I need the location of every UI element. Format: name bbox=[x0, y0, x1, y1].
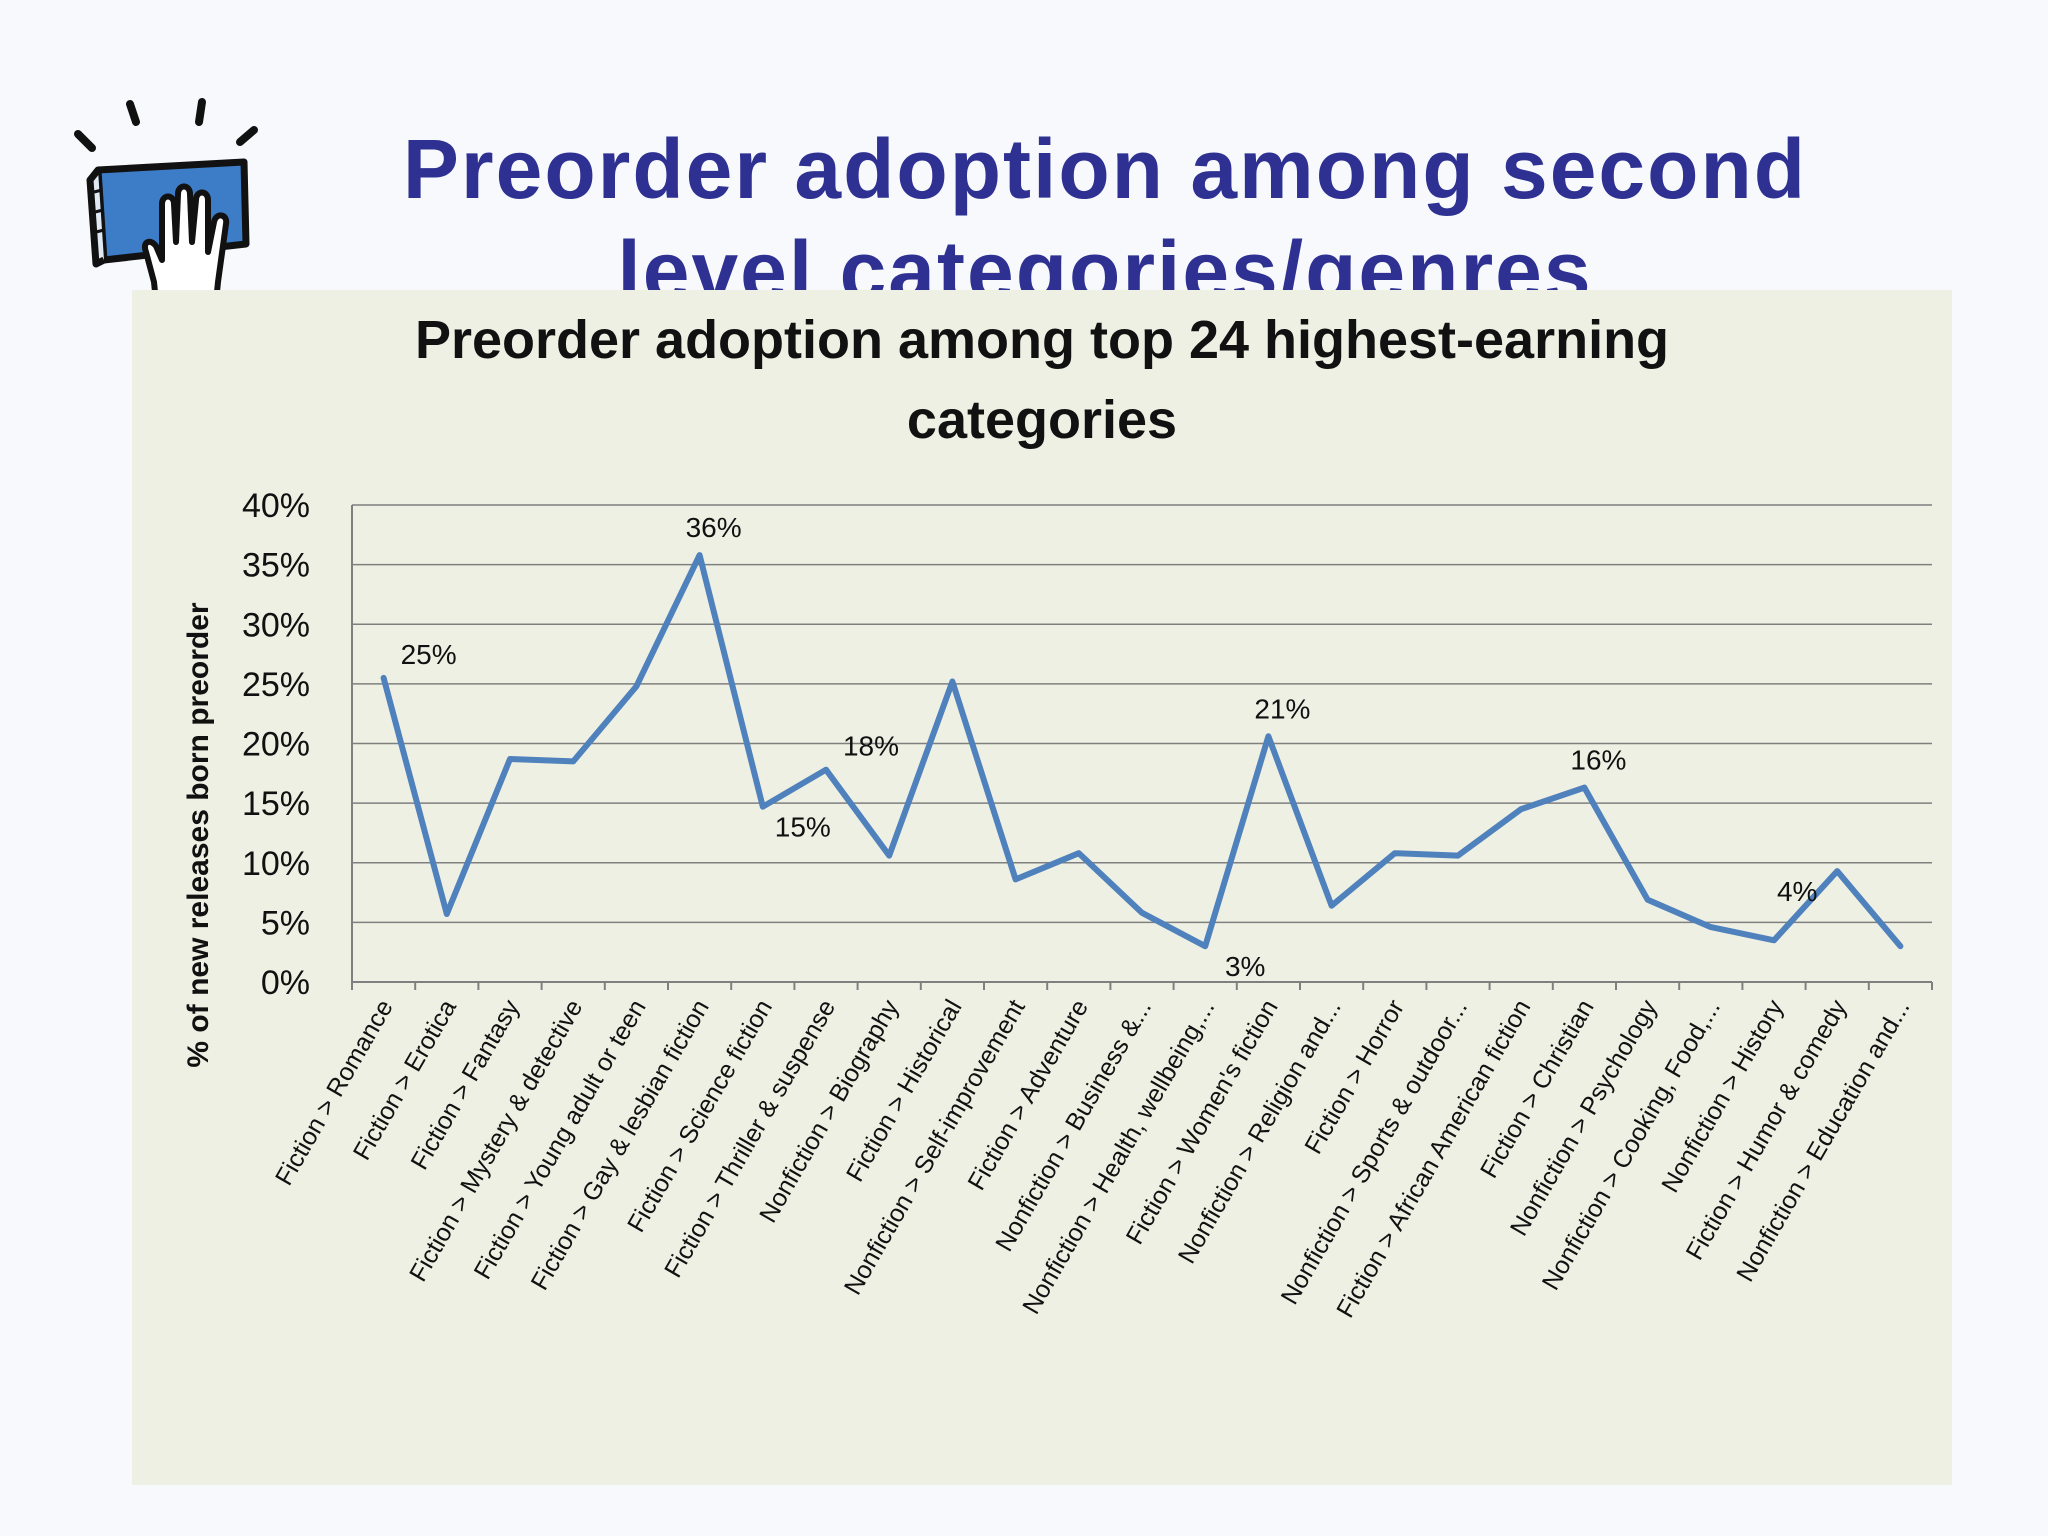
chart-axes bbox=[351, 505, 1933, 990]
data-point bbox=[1708, 924, 1714, 930]
data-point bbox=[381, 675, 387, 681]
y-tick-label: 20% bbox=[242, 726, 310, 764]
data-label: 15% bbox=[775, 812, 831, 843]
data-label: 21% bbox=[1254, 693, 1310, 724]
data-point bbox=[1771, 937, 1777, 943]
data-point bbox=[823, 767, 829, 773]
y-axis-label: % of new releases born preorder bbox=[182, 602, 215, 1067]
y-tick-label: 40% bbox=[242, 487, 310, 525]
data-point bbox=[1897, 943, 1903, 949]
data-point bbox=[1645, 897, 1651, 903]
data-point bbox=[1139, 910, 1145, 916]
y-tick-label: 35% bbox=[242, 547, 310, 585]
data-point bbox=[949, 678, 955, 684]
data-point bbox=[507, 756, 513, 762]
data-label: 16% bbox=[1570, 745, 1626, 776]
book-hand-icon bbox=[74, 98, 258, 322]
series-line bbox=[380, 552, 1904, 950]
slide-title: Preorder adoption among second level cat… bbox=[402, 122, 1808, 318]
data-point bbox=[1013, 876, 1019, 882]
data-point bbox=[570, 758, 576, 764]
series-layer bbox=[380, 552, 1904, 950]
y-tick-label: 10% bbox=[242, 845, 310, 883]
x-tick-label: Fiction > Romance bbox=[270, 995, 399, 1190]
line-chart: Preorder adoption among top 24 highest-e… bbox=[182, 310, 1933, 1323]
data-point bbox=[444, 911, 450, 917]
data-labels: 25% 36% 15% 18% 3% 21% 16% 4% bbox=[401, 512, 1818, 982]
data-point bbox=[760, 804, 766, 810]
x-tick-label: Fiction > Christian bbox=[1475, 995, 1600, 1183]
data-point bbox=[1265, 733, 1271, 739]
chart-title-line: Preorder adoption among top 24 highest-e… bbox=[415, 310, 1669, 370]
data-point bbox=[633, 683, 639, 689]
y-tick-labels: 0% 5% 10% 15% 20% 25% 30% 35% 40% bbox=[242, 487, 310, 1002]
data-point bbox=[886, 853, 892, 859]
data-label: 36% bbox=[686, 512, 742, 543]
y-tick-label: 5% bbox=[261, 904, 310, 942]
data-point bbox=[1392, 850, 1398, 856]
chart-title: Preorder adoption among top 24 highest-e… bbox=[415, 310, 1669, 450]
data-label: 3% bbox=[1225, 951, 1265, 982]
y-tick-label: 15% bbox=[242, 785, 310, 823]
y-tick-label: 0% bbox=[261, 964, 310, 1002]
data-label: 18% bbox=[843, 731, 899, 762]
data-point bbox=[1518, 806, 1524, 812]
x-tick-label: Fiction > Historical bbox=[841, 995, 968, 1186]
data-point bbox=[1834, 868, 1840, 874]
data-point bbox=[1202, 943, 1208, 949]
y-tick-label: 30% bbox=[242, 606, 310, 644]
data-label: 4% bbox=[1777, 876, 1817, 907]
chart-title-line: categories bbox=[907, 390, 1177, 450]
data-point bbox=[1581, 785, 1587, 791]
data-point bbox=[697, 552, 703, 558]
data-point bbox=[1329, 903, 1335, 909]
chart-gridlines bbox=[352, 504, 1932, 983]
y-tick-label: 25% bbox=[242, 666, 310, 704]
data-point bbox=[1455, 853, 1461, 859]
chart-panel: Preorder adoption among top 24 highest-e… bbox=[132, 290, 1952, 1485]
data-label: 25% bbox=[401, 639, 457, 670]
data-point bbox=[1076, 850, 1082, 856]
